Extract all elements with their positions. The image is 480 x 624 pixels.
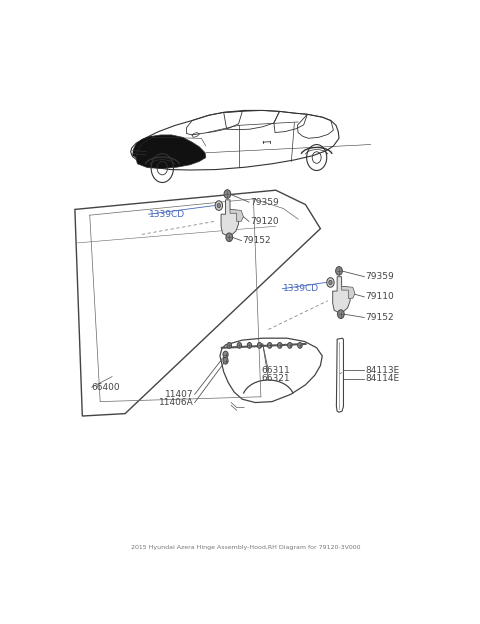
- Polygon shape: [132, 136, 153, 157]
- Text: 79359: 79359: [250, 198, 278, 207]
- Circle shape: [227, 343, 231, 348]
- Circle shape: [237, 343, 241, 348]
- Polygon shape: [221, 200, 239, 236]
- Text: 11407: 11407: [165, 390, 194, 399]
- Text: 66400: 66400: [92, 383, 120, 392]
- Text: 84114E: 84114E: [365, 374, 399, 383]
- Circle shape: [267, 343, 272, 348]
- Circle shape: [336, 266, 342, 275]
- Text: 66311: 66311: [261, 366, 289, 375]
- Text: 11406A: 11406A: [159, 398, 194, 407]
- Text: 1339CD: 1339CD: [283, 284, 319, 293]
- Text: 79152: 79152: [365, 313, 394, 322]
- Text: 79120: 79120: [250, 217, 278, 226]
- Circle shape: [223, 358, 228, 364]
- Circle shape: [226, 233, 233, 241]
- Text: 66321: 66321: [261, 374, 289, 383]
- Circle shape: [247, 343, 252, 348]
- Polygon shape: [230, 210, 243, 222]
- Polygon shape: [342, 286, 355, 298]
- Text: 79152: 79152: [242, 236, 271, 245]
- Polygon shape: [333, 276, 350, 313]
- Circle shape: [329, 280, 332, 285]
- Circle shape: [223, 351, 228, 358]
- Text: 1339CD: 1339CD: [149, 210, 185, 219]
- Polygon shape: [134, 135, 206, 168]
- Circle shape: [327, 278, 334, 287]
- Circle shape: [337, 310, 344, 318]
- Circle shape: [257, 343, 262, 348]
- Circle shape: [277, 343, 282, 348]
- Text: 79359: 79359: [365, 272, 394, 281]
- Text: 79110: 79110: [365, 293, 394, 301]
- Circle shape: [215, 201, 223, 210]
- Circle shape: [298, 343, 302, 348]
- Text: 2015 Hyundai Azera Hinge Assembly-Hood,RH Diagram for 79120-3V000: 2015 Hyundai Azera Hinge Assembly-Hood,R…: [131, 545, 361, 550]
- Circle shape: [217, 203, 220, 208]
- Circle shape: [288, 343, 292, 348]
- Text: 84113E: 84113E: [365, 366, 399, 375]
- Circle shape: [224, 190, 231, 198]
